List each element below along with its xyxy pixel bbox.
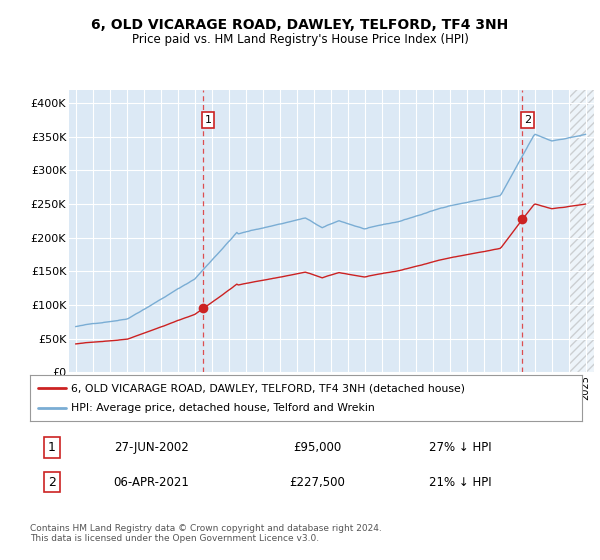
Text: 27-JUN-2002: 27-JUN-2002 [114, 441, 189, 454]
Text: 6, OLD VICARAGE ROAD, DAWLEY, TELFORD, TF4 3NH: 6, OLD VICARAGE ROAD, DAWLEY, TELFORD, T… [91, 18, 509, 32]
Bar [570, 90, 594, 372]
Text: Price paid vs. HM Land Registry's House Price Index (HPI): Price paid vs. HM Land Registry's House … [131, 32, 469, 46]
Text: 2: 2 [48, 476, 56, 489]
Bar [570, 90, 594, 372]
Text: £95,000: £95,000 [293, 441, 341, 454]
Text: 2: 2 [524, 115, 531, 125]
Text: £227,500: £227,500 [289, 476, 345, 489]
Text: 21% ↓ HPI: 21% ↓ HPI [429, 476, 492, 489]
Text: Contains HM Land Registry data © Crown copyright and database right 2024.
This d: Contains HM Land Registry data © Crown c… [30, 524, 382, 543]
Text: 6, OLD VICARAGE ROAD, DAWLEY, TELFORD, TF4 3NH (detached house): 6, OLD VICARAGE ROAD, DAWLEY, TELFORD, T… [71, 383, 466, 393]
Text: 1: 1 [48, 441, 56, 454]
Text: HPI: Average price, detached house, Telford and Wrekin: HPI: Average price, detached house, Telf… [71, 403, 375, 413]
Text: 27% ↓ HPI: 27% ↓ HPI [429, 441, 492, 454]
Text: 06-APR-2021: 06-APR-2021 [113, 476, 190, 489]
Text: 1: 1 [205, 115, 212, 125]
